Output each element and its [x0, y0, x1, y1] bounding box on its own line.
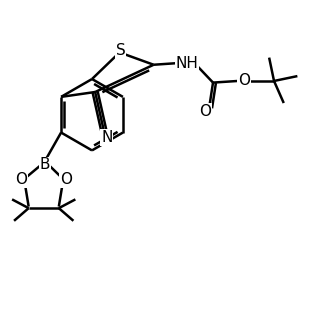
Text: NH: NH: [176, 56, 199, 71]
Text: O: O: [238, 73, 250, 88]
Text: O: O: [16, 172, 27, 187]
Text: S: S: [116, 43, 125, 58]
Text: O: O: [199, 104, 211, 119]
Text: B: B: [40, 157, 50, 173]
Text: N: N: [101, 130, 113, 145]
Text: O: O: [60, 172, 72, 187]
